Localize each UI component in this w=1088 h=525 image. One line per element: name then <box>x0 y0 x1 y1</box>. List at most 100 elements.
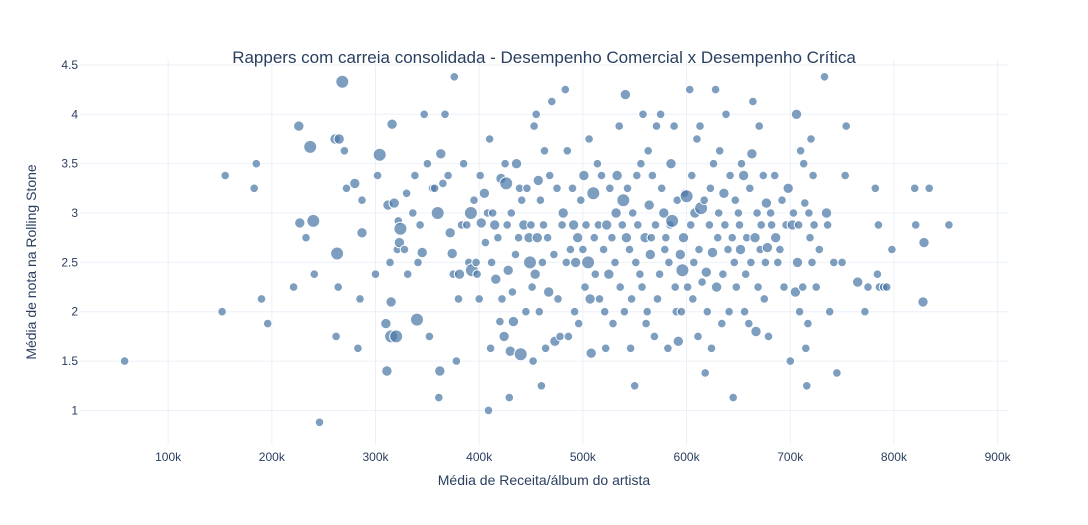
scatter-point[interactable] <box>616 193 631 208</box>
scatter-point[interactable] <box>624 244 635 255</box>
scatter-point[interactable] <box>393 221 408 236</box>
scatter-point[interactable] <box>802 381 812 391</box>
scatter-point[interactable] <box>497 294 507 304</box>
scatter-point[interactable] <box>333 282 344 292</box>
scatter-point[interactable] <box>872 269 883 280</box>
scatter-point[interactable] <box>793 220 804 230</box>
scatter-point[interactable] <box>534 306 545 317</box>
scatter-point[interactable] <box>658 207 670 219</box>
scatter-point[interactable] <box>754 121 765 131</box>
scatter-point[interactable] <box>676 306 687 317</box>
scatter-point[interactable] <box>385 257 395 268</box>
scatter-point[interactable] <box>651 121 662 131</box>
scatter-point[interactable] <box>832 368 842 378</box>
scatter-point[interactable] <box>552 183 562 194</box>
scatter-point[interactable] <box>531 109 542 120</box>
scatter-point[interactable] <box>410 170 420 181</box>
scatter-point[interactable] <box>829 257 839 268</box>
scatter-point[interactable] <box>750 325 762 338</box>
scatter-point[interactable] <box>725 170 735 181</box>
scatter-point[interactable] <box>596 170 607 181</box>
scatter-point[interactable] <box>560 84 571 95</box>
scatter-point[interactable] <box>349 177 361 190</box>
scatter-point[interactable] <box>537 257 548 268</box>
scatter-point[interactable] <box>580 282 590 292</box>
scatter-point[interactable] <box>567 219 580 231</box>
scatter-point[interactable] <box>782 182 794 195</box>
scatter-point[interactable] <box>446 247 458 260</box>
scatter-point[interactable] <box>669 121 679 131</box>
scatter-point[interactable] <box>873 220 884 230</box>
scatter-point[interactable] <box>567 183 578 194</box>
scatter-point[interactable] <box>529 121 539 131</box>
scatter-point[interactable] <box>306 213 321 228</box>
scatter-point[interactable] <box>760 257 771 268</box>
scatter-point[interactable] <box>672 335 684 347</box>
scatter-point[interactable] <box>262 318 273 329</box>
scatter-point[interactable] <box>516 195 527 205</box>
scatter-point[interactable] <box>356 227 368 239</box>
scatter-point[interactable] <box>532 174 544 187</box>
scatter-point[interactable] <box>555 331 565 342</box>
scatter-point[interactable] <box>388 197 400 209</box>
scatter-point[interactable] <box>572 232 584 244</box>
scatter-point[interactable] <box>887 244 897 255</box>
scatter-point[interactable] <box>462 220 472 230</box>
scatter-point[interactable] <box>675 263 690 278</box>
scatter-point[interactable] <box>430 206 445 220</box>
scatter-point[interactable] <box>656 183 667 194</box>
scatter-point[interactable] <box>617 220 628 230</box>
scatter-point[interactable] <box>619 306 630 317</box>
scatter-point[interactable] <box>718 269 728 280</box>
scatter-point[interactable] <box>443 170 453 181</box>
scatter-point[interactable] <box>385 296 397 308</box>
scatter-point[interactable] <box>697 277 707 287</box>
scatter-point[interactable] <box>646 232 657 243</box>
scatter-point[interactable] <box>526 220 536 230</box>
scatter-point[interactable] <box>576 195 586 205</box>
scatter-point[interactable] <box>663 343 673 354</box>
scatter-point[interactable] <box>294 217 306 229</box>
scatter-point[interactable] <box>622 183 633 194</box>
scatter-point[interactable] <box>731 282 742 292</box>
scatter-point[interactable] <box>523 255 537 270</box>
scatter-point[interactable] <box>641 318 651 329</box>
scatter-point[interactable] <box>220 170 230 181</box>
scatter-point[interactable] <box>870 183 881 194</box>
scatter-point[interactable] <box>353 343 363 354</box>
scatter-point[interactable] <box>688 294 698 304</box>
scatter-point[interactable] <box>652 294 663 304</box>
scatter-point[interactable] <box>251 158 262 169</box>
scatter-point[interactable] <box>910 220 921 230</box>
scatter-point[interactable] <box>506 208 517 218</box>
scatter-point[interactable] <box>789 286 802 298</box>
scatter-point[interactable] <box>528 356 538 366</box>
scatter-point[interactable] <box>619 88 632 101</box>
scatter-point[interactable] <box>483 405 494 416</box>
scatter-point[interactable] <box>795 146 806 156</box>
scatter-point[interactable] <box>708 158 719 169</box>
scatter-point[interactable] <box>600 343 611 354</box>
scatter-point[interactable] <box>478 187 491 200</box>
scatter-point[interactable] <box>475 217 487 229</box>
scatter-point[interactable] <box>453 294 464 304</box>
scatter-point[interactable] <box>704 220 715 230</box>
scatter-point[interactable] <box>729 257 740 268</box>
scatter-point[interactable] <box>535 195 546 205</box>
scatter-point[interactable] <box>569 306 580 317</box>
scatter-point[interactable] <box>557 220 567 230</box>
scatter-point[interactable] <box>502 220 513 230</box>
scatter-point[interactable] <box>521 306 531 317</box>
scatter-point[interactable] <box>335 74 350 89</box>
scatter-point[interactable] <box>779 282 789 292</box>
scatter-point[interactable] <box>820 207 833 219</box>
scatter-point[interactable] <box>504 392 515 403</box>
scatter-point[interactable] <box>389 329 404 344</box>
scatter-point[interactable] <box>500 158 510 169</box>
scatter-point[interactable] <box>654 269 665 280</box>
scatter-point[interactable] <box>805 232 815 243</box>
scatter-point[interactable] <box>557 207 569 219</box>
scatter-point[interactable] <box>788 208 799 218</box>
scatter-point[interactable] <box>918 236 930 249</box>
scatter-point[interactable] <box>393 236 406 249</box>
